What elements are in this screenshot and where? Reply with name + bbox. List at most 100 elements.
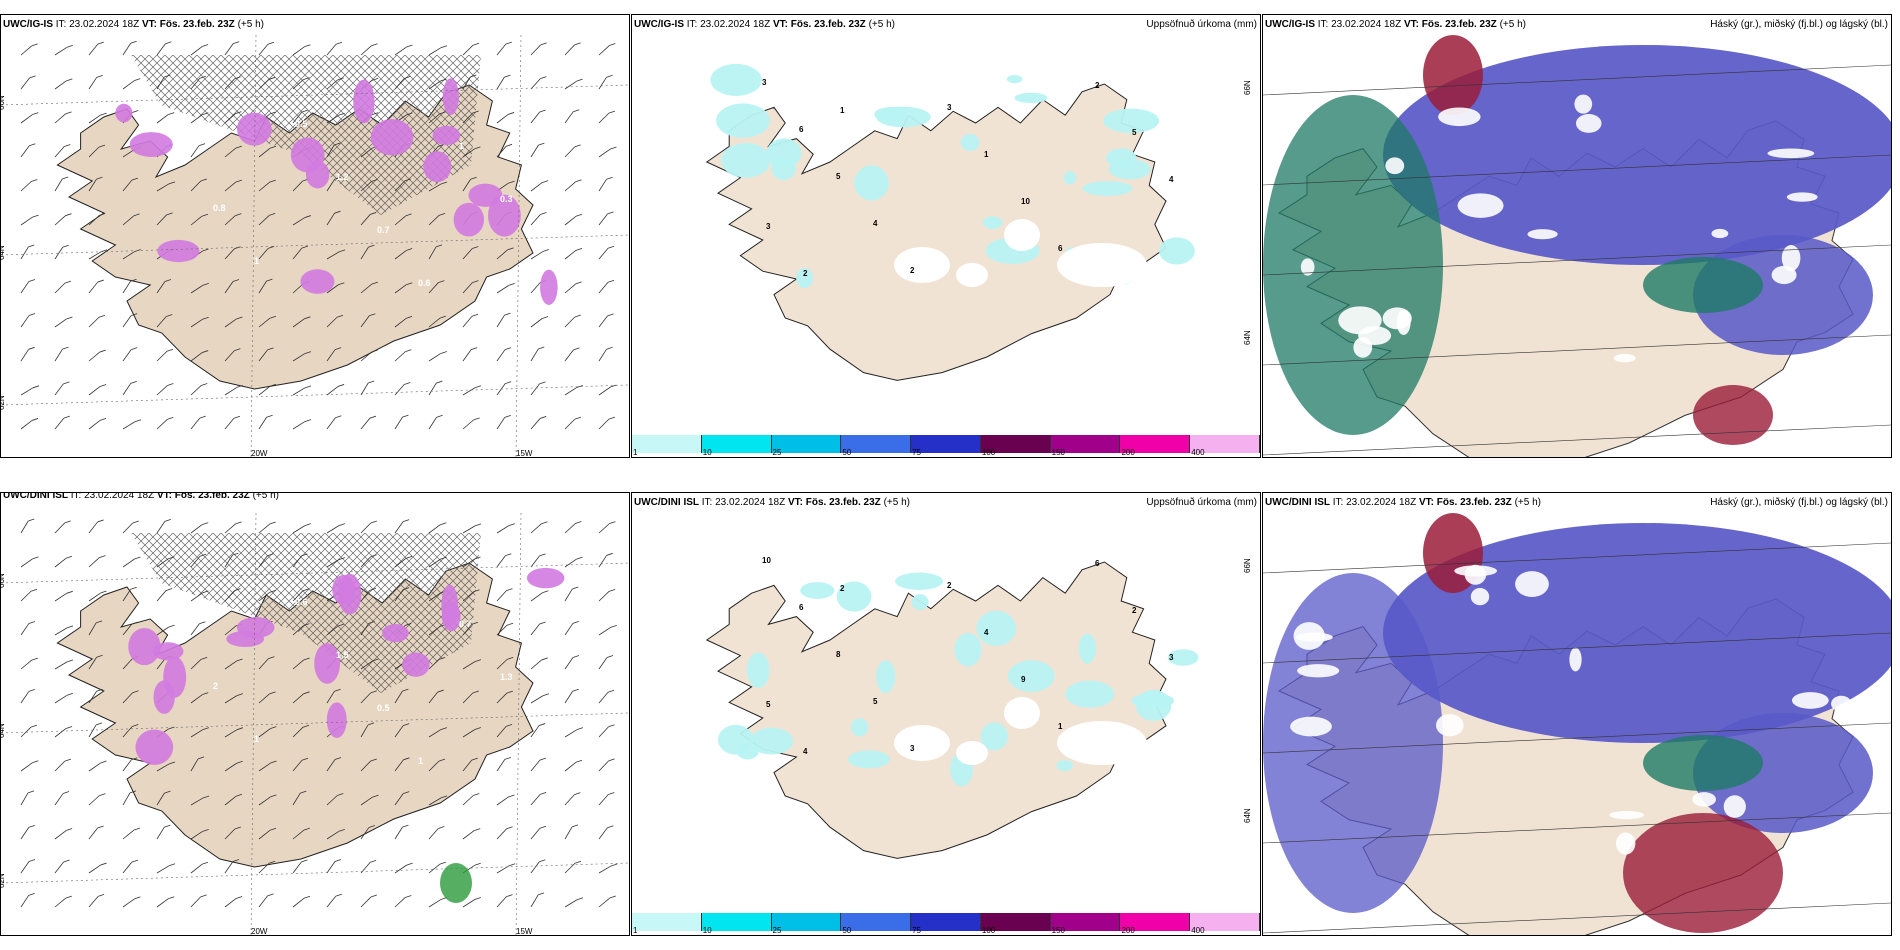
wind-barb — [292, 318, 305, 328]
wind-barb-flag — [504, 74, 511, 78]
precip-area — [716, 103, 770, 138]
wind-barb-flag — [202, 283, 209, 286]
field-label: 4 — [984, 628, 989, 637]
colorbar-label: 50 — [842, 448, 852, 457]
colorbar-label: 150 — [1051, 926, 1066, 935]
colorbar-segment — [1190, 435, 1260, 453]
wind-barb-flag — [202, 828, 209, 832]
field-label: 2 — [1132, 606, 1137, 615]
wind-barb — [224, 318, 237, 328]
colorbar-segment — [841, 435, 912, 453]
wind-barb — [530, 44, 541, 56]
wind-barb — [292, 421, 306, 430]
wind-barb-flag — [572, 586, 579, 590]
convective-cell — [440, 863, 472, 903]
wind-barb-flag — [506, 622, 514, 626]
snowfall-cell — [382, 623, 409, 643]
field-labels: 3 6 5 4 2 3 1 10 6 2 5 4 3 2 1 — [762, 78, 1174, 278]
wind-barb-flag — [470, 176, 477, 180]
wind-barb-flag — [302, 724, 310, 728]
wind-barb-flag — [232, 279, 240, 282]
wind-barb-flag — [575, 281, 582, 285]
precip-area — [1006, 75, 1023, 84]
wind-barb-flag — [472, 246, 479, 249]
wind-barb — [122, 179, 133, 192]
wind-barb — [530, 251, 544, 260]
precip-area — [1078, 633, 1097, 664]
wind-barb-flag — [236, 727, 244, 731]
wind-barb — [462, 729, 476, 738]
wind-barb — [530, 659, 542, 670]
snowfall-cell — [332, 574, 356, 605]
wind-barb — [156, 419, 168, 430]
wind-barb — [258, 693, 270, 704]
wind-barb — [88, 43, 99, 56]
wind-barb-flag — [508, 180, 515, 184]
wind-barb-flag — [338, 249, 346, 253]
wind-barb — [258, 79, 270, 90]
wind-barb-flag — [338, 112, 345, 116]
panel-header: UWC/IG-IS IT: 23.02.2024 18Z VT: Fös. 23… — [634, 19, 895, 30]
wind-barb-flag — [334, 688, 341, 692]
snowfall-cell — [135, 729, 174, 766]
wind-barb-flag — [235, 111, 242, 115]
wind-barb-flag — [540, 212, 547, 215]
wind-barb — [462, 795, 474, 806]
wind-barb-flag — [440, 181, 448, 185]
wind-barb — [258, 796, 271, 806]
wind-barb — [462, 282, 473, 294]
wind-barb — [326, 559, 340, 568]
wind-barb — [428, 729, 442, 738]
clear-patch — [1723, 795, 1746, 818]
wind-barb — [496, 590, 507, 602]
wind-barb — [428, 113, 440, 124]
wind-barb — [598, 555, 608, 568]
wind-barb-flag — [607, 211, 614, 215]
wind-barb — [428, 183, 442, 192]
wind-barb — [292, 353, 306, 362]
wind-barb-flag — [168, 726, 175, 730]
wind-barb — [224, 695, 238, 704]
field-label: 2 — [803, 269, 808, 278]
wind-barb-flag — [540, 42, 547, 46]
wind-barb — [326, 386, 339, 396]
wind-barb-flag — [471, 313, 479, 317]
wind-barb — [496, 828, 507, 840]
wind-barb-flag — [506, 724, 513, 727]
field-label: 0.3 — [500, 194, 513, 204]
wind-barb-flag — [130, 380, 137, 384]
wind-barb-flag — [32, 556, 39, 560]
wind-barb — [224, 729, 238, 738]
wind-barb-flag — [201, 383, 208, 386]
wind-barb — [224, 660, 237, 670]
wind-barb — [190, 285, 203, 294]
wind-barb — [20, 145, 30, 158]
graticule-line — [1263, 542, 1891, 574]
wind-barb-flag — [473, 793, 480, 796]
wind-barb — [462, 248, 473, 260]
wind-barb — [598, 657, 608, 670]
wind-barb-flag — [406, 248, 413, 251]
wind-barb-flag — [65, 895, 72, 899]
field-label: 3 — [947, 103, 952, 112]
field-label: 3 — [762, 78, 767, 87]
wind-barb — [394, 793, 404, 806]
wind-barb — [530, 827, 541, 840]
wind-barb-flag — [473, 417, 480, 421]
wind-barb — [462, 661, 476, 670]
longitude-label: 20W — [251, 449, 268, 458]
wind-barb — [428, 691, 439, 704]
wind-barb — [54, 592, 67, 602]
mid-cloud-area — [1263, 95, 1443, 435]
wind-barb — [326, 144, 335, 158]
wind-barb-flag — [29, 75, 36, 79]
wind-barb — [20, 181, 32, 192]
wind-barb-flag — [438, 212, 446, 216]
wind-barb-flag — [473, 589, 480, 593]
colorbar-segment — [701, 913, 772, 931]
wind-barb-flag — [302, 588, 309, 592]
colorbar: 1 10 25 50 75 100 150 200 400 — [632, 913, 1260, 935]
colorbar-label: 400 — [1191, 926, 1205, 935]
wind-barb-flag — [232, 552, 239, 556]
wind-barb-flag — [66, 45, 73, 48]
